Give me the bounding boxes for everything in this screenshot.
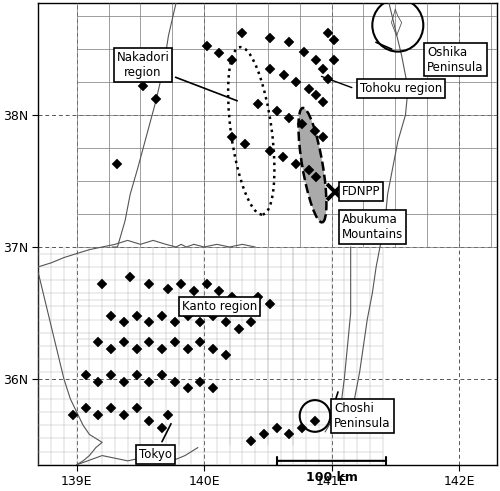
Text: Tohoku region: Tohoku region xyxy=(360,82,442,95)
Text: FDNPP: FDNPP xyxy=(342,185,380,198)
Text: Choshi
Peninsula: Choshi Peninsula xyxy=(334,402,390,430)
Bar xyxy=(38,247,357,465)
Text: 100 km: 100 km xyxy=(306,471,358,485)
Text: Oshika
Peninsula: Oshika Peninsula xyxy=(427,46,484,74)
Ellipse shape xyxy=(298,108,326,222)
Bar xyxy=(76,3,370,247)
Text: Abukuma
Mountains: Abukuma Mountains xyxy=(342,213,403,241)
Text: Tokyo: Tokyo xyxy=(139,424,172,461)
Text: Kanto region: Kanto region xyxy=(182,300,257,313)
Text: Nakadori
region: Nakadori region xyxy=(116,51,237,101)
